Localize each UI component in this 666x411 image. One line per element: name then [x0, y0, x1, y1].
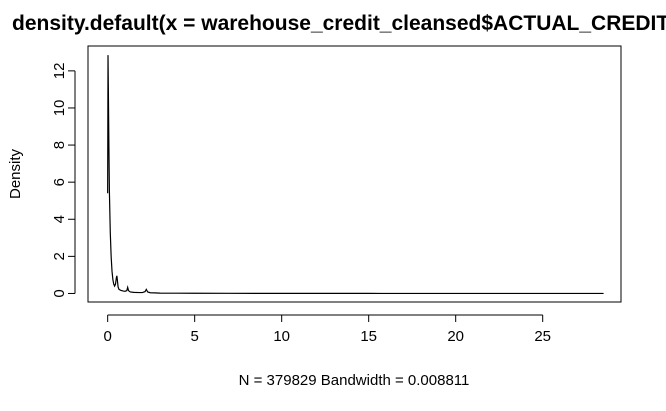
- y-axis-label: Density: [7, 148, 24, 199]
- y-tick-label: 6: [51, 178, 68, 186]
- density-curve: [107, 55, 604, 295]
- x-tick-label: 15: [360, 328, 377, 345]
- y-axis: 0 2 4 6 8 10 12: [51, 63, 76, 298]
- y-tick-label: 0: [51, 289, 68, 297]
- y-tick-label: 4: [51, 215, 68, 223]
- x-tick-label: 5: [190, 328, 198, 345]
- y-tick-label: 8: [51, 141, 68, 149]
- y-tick-label: 10: [51, 100, 68, 117]
- chart-title: density.default(x = warehouse_credit_cle…: [12, 12, 666, 35]
- x-axis-label: N = 379829 Bandwidth = 0.008811: [239, 372, 470, 389]
- x-tick-label: 25: [534, 328, 551, 345]
- y-tick-label: 2: [51, 252, 68, 260]
- x-tick-label: 0: [103, 328, 111, 345]
- x-tick-label: 10: [273, 328, 290, 345]
- x-axis: 0 5 10 15 20 25: [103, 314, 551, 345]
- y-tick-label: 12: [51, 63, 68, 80]
- plot-frame: [87, 45, 622, 303]
- x-tick-label: 20: [447, 328, 464, 345]
